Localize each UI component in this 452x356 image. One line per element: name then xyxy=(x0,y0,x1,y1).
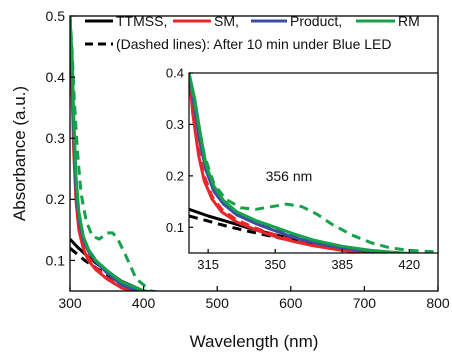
main-series-ttmss-dashed xyxy=(70,247,147,291)
inset-x-tick-label: 350 xyxy=(264,257,286,272)
main-y-tick-label: 0.3 xyxy=(46,130,66,146)
inset-y-tick-label: 0.4 xyxy=(166,66,184,81)
legend-label-0: TTMSS, xyxy=(116,13,167,29)
legend-label-1: SM, xyxy=(214,13,239,29)
inset-y-tick-label: 0.3 xyxy=(166,117,184,132)
inset-series-rm-solid xyxy=(189,73,438,253)
main-y-tick-label: 0.4 xyxy=(46,69,66,85)
legend: TTMSS, SM, Product, RM (Dashed lines): After… xyxy=(85,13,420,52)
inset-plot: 315 350 385 420 0.1 0.2 0.3 0.4 356 nm xyxy=(166,66,439,272)
main-y-tick-label: 0.2 xyxy=(46,191,66,207)
main-x-tick-label: 700 xyxy=(353,295,377,311)
inset-x-tick-label: 420 xyxy=(398,257,420,272)
inset-annotation-peak: 356 nm xyxy=(266,168,313,184)
inset-plot-frame xyxy=(188,72,439,254)
main-series-rm-solid xyxy=(70,16,157,291)
main-x-tick-label: 500 xyxy=(206,295,230,311)
inset-y-tick-label: 0.1 xyxy=(166,220,184,235)
inset-x-tick-label: 315 xyxy=(197,257,219,272)
main-y-tick-label: 0.1 xyxy=(46,252,66,268)
main-x-tick-label: 600 xyxy=(279,295,303,311)
y-axis-label: Absorbance (a.u.) xyxy=(10,86,29,221)
inset-series-rm-dashed xyxy=(189,73,438,253)
main-y-tick-label: 0.5 xyxy=(46,8,66,24)
inset-series-ttmss-solid xyxy=(189,207,394,253)
main-x-tick-label: 400 xyxy=(132,295,156,311)
legend-label-3: RM xyxy=(398,13,420,29)
inset-y-tick-label: 0.2 xyxy=(166,168,184,183)
legend-label-2: Product, xyxy=(290,13,342,29)
main-x-tick-label: 300 xyxy=(58,295,82,311)
x-axis-label: Wavelength (nm) xyxy=(190,332,319,351)
main-plot: 300 400 500 600 700 800 0.1 0.2 0.3 0.4 0.5 Wavelen… xyxy=(10,8,450,351)
main-series-sm-dashed xyxy=(70,16,141,291)
main-x-tick-label: 800 xyxy=(426,295,450,311)
legend-label-4: (Dashed lines): After 10 min under Blue … xyxy=(116,36,391,52)
inset-x-tick-label: 385 xyxy=(331,257,353,272)
